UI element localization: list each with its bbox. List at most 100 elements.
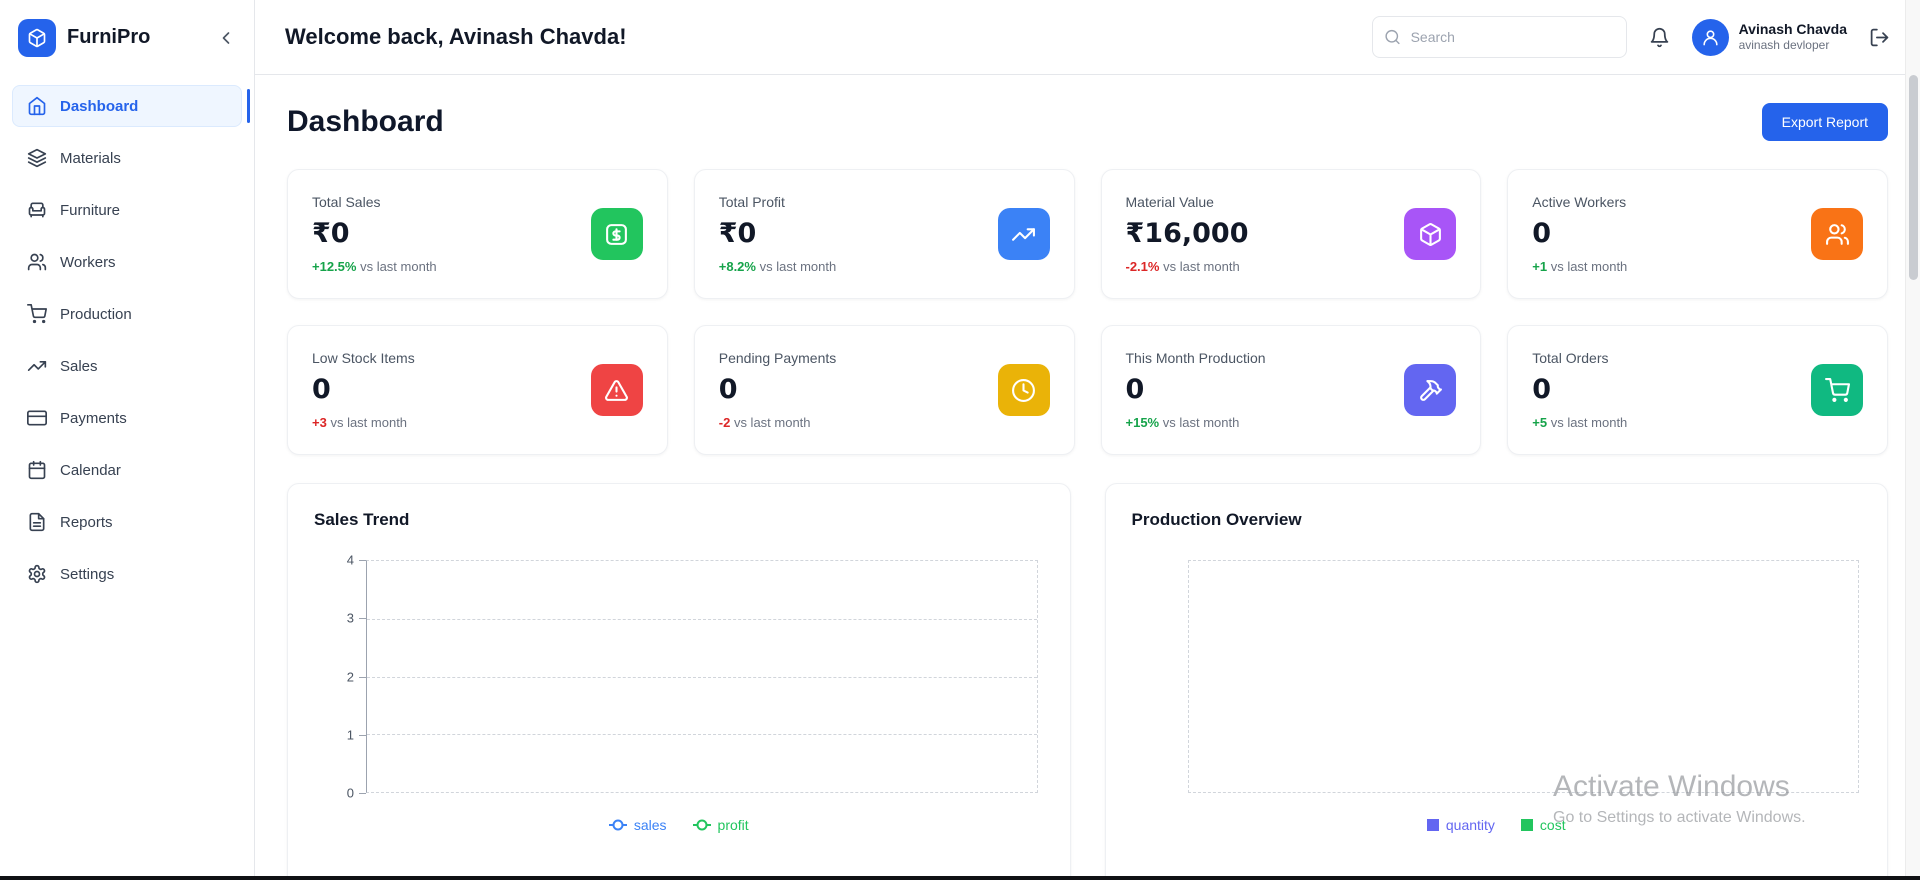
axis-tick <box>359 618 366 620</box>
legend-item-sales: sales <box>608 817 667 833</box>
topbar-actions: Avinash Chavda avinash devloper <box>1371 16 1890 58</box>
stat-change: -2 <box>718 415 731 430</box>
cart-icon <box>1811 364 1863 416</box>
sidebar-item-production[interactable]: Production <box>12 293 242 335</box>
legend-item-quantity: quantity <box>1426 817 1495 833</box>
sidebar-collapse-button[interactable] <box>216 28 236 48</box>
sidebar-item-workers[interactable]: Workers <box>12 241 242 283</box>
sidebar-item-label: Reports <box>60 513 113 531</box>
stat-value: 0 <box>1125 374 1145 405</box>
stat-change-suffix: vs last month <box>759 259 837 274</box>
stat-change-row: +1 vs last month <box>1532 259 1627 274</box>
stat-change: +5 <box>1532 415 1548 430</box>
sidebar-item-label: Workers <box>60 253 116 271</box>
sidebar-item-dashboard[interactable]: Dashboard <box>12 85 250 127</box>
scrollbar-thumb[interactable] <box>1909 75 1918 280</box>
main-column: Welcome back, Avinash Chavda! Avinash Ch… <box>255 0 1920 880</box>
vertical-scrollbar[interactable] <box>1905 0 1920 880</box>
stat-change: +15% <box>1125 415 1160 430</box>
stat-change-suffix: vs last month <box>1550 259 1628 274</box>
sidebar-item-label: Materials <box>60 149 121 167</box>
users-icon <box>27 252 47 272</box>
sidebar-item-reports[interactable]: Reports <box>12 501 242 543</box>
bar-series-icon <box>1520 819 1533 831</box>
y-axis-label: 4 <box>346 552 354 568</box>
gridline <box>367 676 1037 678</box>
hammer-icon <box>1404 364 1457 416</box>
stat-value: ₹0 <box>718 218 757 249</box>
clock-icon <box>997 364 1050 416</box>
stat-label: Pending Payments <box>718 350 837 366</box>
y-axis-label: 2 <box>346 669 354 684</box>
notifications-button[interactable] <box>1649 27 1670 48</box>
stats-grid: Total Sales ₹0 +12.5% vs last month Tota… <box>287 169 1888 455</box>
stat-card-pending-payments: Pending Payments 0 -2 vs last month <box>693 325 1075 455</box>
sidebar-item-label: Dashboard <box>60 97 139 115</box>
user-info: Avinash Chavda avinash devloper <box>1739 21 1847 52</box>
sidebar-item-calendar[interactable]: Calendar <box>12 449 242 491</box>
sidebar-item-label: Production <box>60 305 132 323</box>
sidebar-item-payments[interactable]: Payments <box>12 397 242 439</box>
welcome-title: Welcome back, Avinash Chavda! <box>285 24 627 49</box>
sidebar-item-furniture[interactable]: Furniture <box>12 189 242 231</box>
stat-card-total-profit: Total Profit ₹0 +8.2% vs last month <box>693 169 1075 299</box>
stat-card-total-sales: Total Sales ₹0 +12.5% vs last month <box>287 169 668 299</box>
credit-card-icon <box>27 408 47 428</box>
sidebar-item-label: Furniture <box>60 201 121 219</box>
brand-header: FurniPro <box>0 0 254 75</box>
legend-label: profit <box>717 817 749 833</box>
legend-item-profit: profit <box>692 817 749 833</box>
search-icon <box>1384 29 1401 46</box>
stat-label: Total Sales <box>312 194 381 210</box>
topbar: Welcome back, Avinash Chavda! Avinash Ch… <box>255 0 1920 75</box>
stat-change: +3 <box>312 415 327 430</box>
sidebar-item-sales[interactable]: Sales <box>12 345 242 387</box>
stat-change: +8.2% <box>718 259 756 274</box>
armchair-icon <box>27 200 47 220</box>
user-menu[interactable]: Avinash Chavda avinash devloper <box>1691 18 1847 56</box>
sidebar-item-settings[interactable]: Settings <box>12 553 242 595</box>
page-title: Dashboard <box>287 105 444 138</box>
production-overview-chart <box>1187 560 1859 793</box>
stat-value: 0 <box>1532 374 1552 405</box>
export-report-button[interactable]: Export Report <box>1761 103 1888 141</box>
sidebar-nav: Dashboard Materials Furniture Workers Pr… <box>0 75 254 605</box>
logout-button[interactable] <box>1869 27 1890 48</box>
stat-info: Total Profit ₹0 +8.2% vs last month <box>719 194 836 274</box>
sidebar-item-materials[interactable]: Materials <box>12 137 242 179</box>
stat-change-suffix: vs last month <box>360 259 437 274</box>
stat-card-material-value: Material Value ₹16,000 -2.1% vs last mon… <box>1100 169 1482 299</box>
furnipro-logo <box>18 18 56 57</box>
sidebar-item-label: Payments <box>60 409 127 427</box>
chart-title: Sales Trend <box>314 510 410 529</box>
chevron-left-icon <box>216 28 236 48</box>
stat-info: Total Sales ₹0 +12.5% vs last month <box>312 194 437 274</box>
chart-title: Production Overview <box>1131 510 1302 529</box>
stat-change-row: -2 vs last month <box>719 415 837 430</box>
page-header: Dashboard Export Report <box>287 99 1888 145</box>
plot-area <box>366 560 1038 793</box>
trending-up-icon <box>997 208 1050 260</box>
user-icon <box>1701 28 1720 47</box>
axis-tick <box>359 734 366 736</box>
alert-triangle-icon <box>590 364 643 416</box>
stat-value: ₹16,000 <box>1125 218 1249 249</box>
stat-value: ₹0 <box>312 218 350 249</box>
line-series-icon <box>608 824 627 826</box>
stat-label: Low Stock Items <box>312 350 415 366</box>
search-input[interactable] <box>1371 16 1627 58</box>
legend-item-cost: cost <box>1520 817 1566 833</box>
stat-card-month-production: This Month Production 0 +15% vs last mon… <box>1100 325 1482 455</box>
stat-card-active-workers: Active Workers 0 +1 vs last month <box>1507 169 1888 299</box>
y-axis-label: 0 <box>346 785 354 801</box>
user-role: avinash devloper <box>1738 38 1830 53</box>
stat-change-suffix: vs last month <box>1162 415 1240 430</box>
stat-info: Pending Payments 0 -2 vs last month <box>719 350 837 430</box>
line-series-icon <box>692 824 711 826</box>
sidebar-item-label: Calendar <box>60 461 121 479</box>
y-axis-label: 1 <box>346 727 354 743</box>
stat-info: Active Workers 0 +1 vs last month <box>1532 194 1627 274</box>
stat-change-row: +5 vs last month <box>1532 415 1627 430</box>
stat-label: Material Value <box>1125 194 1214 210</box>
